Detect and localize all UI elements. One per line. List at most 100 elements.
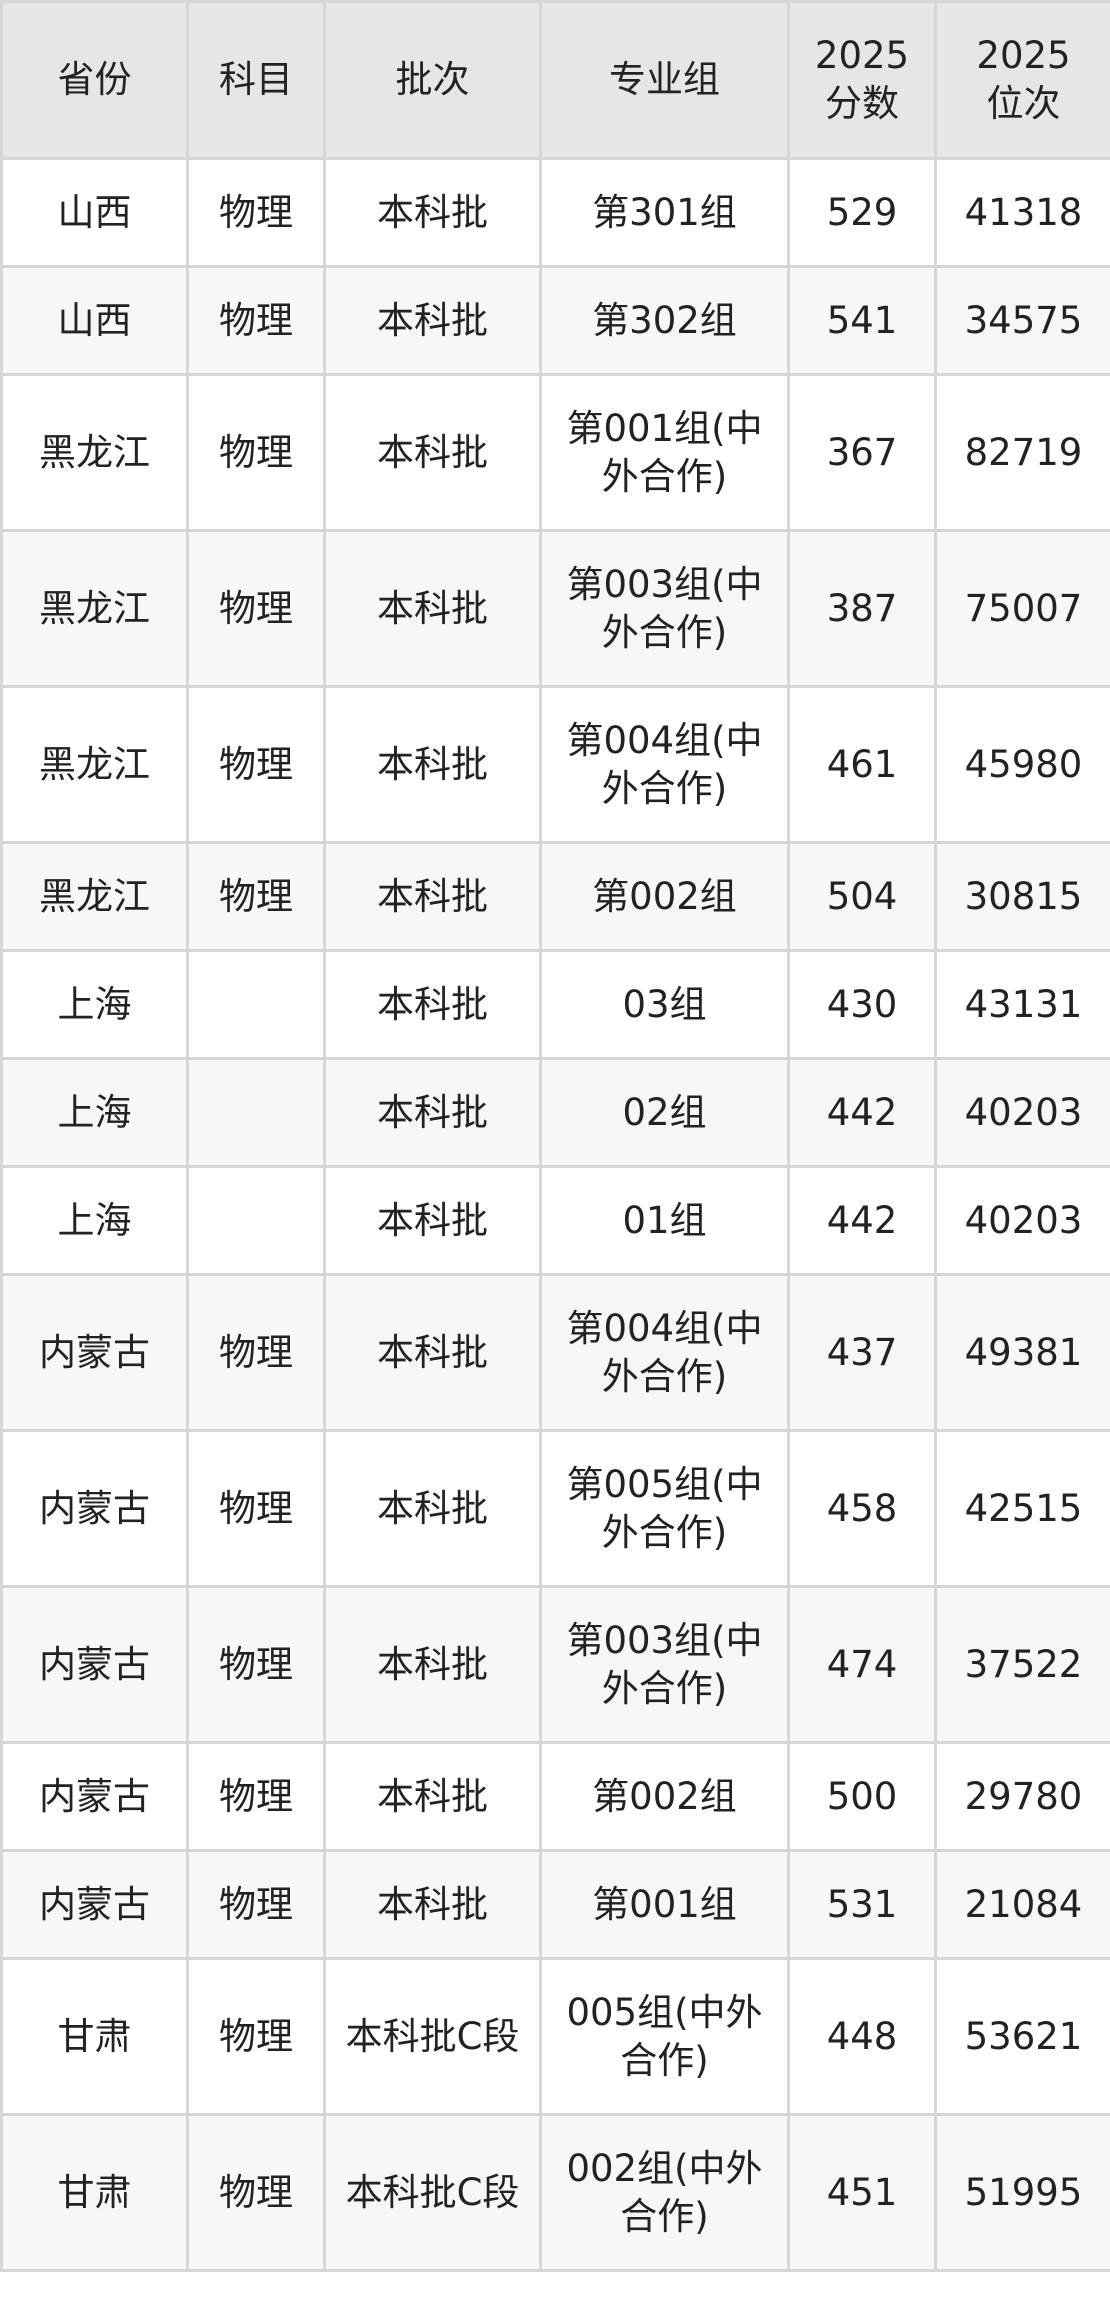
cell-major-group: 第001组(中外合作) — [539, 373, 790, 532]
cell-rank: 82719 — [934, 373, 1110, 532]
cell-subject: 物理 — [186, 1741, 326, 1852]
cell-subject: 物理 — [186, 1273, 326, 1432]
cell-major-group: 第004组(中外合作) — [539, 1273, 790, 1432]
cell-subject: 物理 — [186, 1429, 326, 1588]
cell-major-group: 第302组 — [539, 265, 790, 376]
cell-province: 内蒙古 — [0, 1429, 189, 1588]
cell-score: 474 — [787, 1585, 937, 1744]
cell-rank: 40203 — [934, 1057, 1110, 1168]
table-row: 山西 物理 本科批 第302组 541 34575 — [0, 265, 1110, 376]
cell-major-group: 第301组 — [539, 157, 790, 268]
table-row: 黑龙江 物理 本科批 第003组(中外合作) 387 75007 — [0, 529, 1110, 688]
cell-major-group: 第002组 — [539, 841, 790, 952]
cell-major-group: 第003组(中外合作) — [539, 529, 790, 688]
cell-subject — [186, 949, 326, 1060]
cell-score: 504 — [787, 841, 937, 952]
table-row: 甘肃 物理 本科批C段 005组(中外合作) 448 53621 — [0, 1957, 1110, 2116]
cell-major-group: 02组 — [539, 1057, 790, 1168]
cell-rank: 43131 — [934, 949, 1110, 1060]
cell-batch: 本科批 — [323, 157, 542, 268]
header-major-group: 专业组 — [539, 0, 790, 160]
cell-batch: 本科批C段 — [323, 1957, 542, 2116]
cell-province: 黑龙江 — [0, 373, 189, 532]
cell-score: 529 — [787, 157, 937, 268]
cell-major-group: 第001组 — [539, 1849, 790, 1960]
cell-rank: 45980 — [934, 685, 1110, 844]
cell-major-group: 03组 — [539, 949, 790, 1060]
header-province: 省份 — [0, 0, 189, 160]
cell-major-group: 002组(中外合作) — [539, 2113, 790, 2272]
cell-rank: 34575 — [934, 265, 1110, 376]
cell-score: 541 — [787, 265, 937, 376]
cell-province: 山西 — [0, 157, 189, 268]
cell-score: 531 — [787, 1849, 937, 1960]
cell-batch: 本科批 — [323, 265, 542, 376]
cell-batch: 本科批 — [323, 841, 542, 952]
cell-batch: 本科批 — [323, 949, 542, 1060]
cell-score: 500 — [787, 1741, 937, 1852]
header-rank: 2025 位次 — [934, 0, 1110, 160]
cell-rank: 40203 — [934, 1165, 1110, 1276]
cell-batch: 本科批 — [323, 1585, 542, 1744]
cell-score: 367 — [787, 373, 937, 532]
cell-subject: 物理 — [186, 685, 326, 844]
cell-province: 内蒙古 — [0, 1585, 189, 1744]
cell-subject: 物理 — [186, 157, 326, 268]
header-subject: 科目 — [186, 0, 326, 160]
cell-province: 内蒙古 — [0, 1741, 189, 1852]
cell-batch: 本科批 — [323, 1429, 542, 1588]
cell-batch: 本科批 — [323, 1165, 542, 1276]
cell-rank: 51995 — [934, 2113, 1110, 2272]
cell-province: 甘肃 — [0, 1957, 189, 2116]
header-row: 省份 科目 批次 专业组 2025 分数 2025 位次 — [0, 0, 1110, 160]
cell-major-group: 第005组(中外合作) — [539, 1429, 790, 1588]
cell-score: 387 — [787, 529, 937, 688]
cell-score: 461 — [787, 685, 937, 844]
cell-province: 上海 — [0, 1057, 189, 1168]
admission-scores-table: 省份 科目 批次 专业组 2025 分数 2025 位次 山西 物理 本科批 第301组 529 4… — [0, 0, 1110, 2272]
cell-subject: 物理 — [186, 1585, 326, 1744]
header-batch: 批次 — [323, 0, 542, 160]
cell-province: 内蒙古 — [0, 1273, 189, 1432]
table-row: 山西 物理 本科批 第301组 529 41318 — [0, 157, 1110, 268]
cell-province: 山西 — [0, 265, 189, 376]
cell-province: 黑龙江 — [0, 529, 189, 688]
cell-subject: 物理 — [186, 373, 326, 532]
cell-rank: 53621 — [934, 1957, 1110, 2116]
cell-batch: 本科批 — [323, 1057, 542, 1168]
table-row: 内蒙古 物理 本科批 第001组 531 21084 — [0, 1849, 1110, 1960]
cell-rank: 37522 — [934, 1585, 1110, 1744]
cell-province: 甘肃 — [0, 2113, 189, 2272]
cell-score: 430 — [787, 949, 937, 1060]
table-row: 内蒙古 物理 本科批 第002组 500 29780 — [0, 1741, 1110, 1852]
cell-score: 451 — [787, 2113, 937, 2272]
cell-province: 黑龙江 — [0, 685, 189, 844]
cell-subject — [186, 1057, 326, 1168]
cell-subject: 物理 — [186, 265, 326, 376]
cell-rank: 42515 — [934, 1429, 1110, 1588]
cell-province: 内蒙古 — [0, 1849, 189, 1960]
table-row: 上海 本科批 01组 442 40203 — [0, 1165, 1110, 1276]
cell-score: 442 — [787, 1165, 937, 1276]
cell-major-group: 005组(中外合作) — [539, 1957, 790, 2116]
table-row: 内蒙古 物理 本科批 第003组(中外合作) 474 37522 — [0, 1585, 1110, 1744]
cell-rank: 41318 — [934, 157, 1110, 268]
cell-rank: 30815 — [934, 841, 1110, 952]
header-score: 2025 分数 — [787, 0, 937, 160]
cell-subject: 物理 — [186, 1849, 326, 1960]
cell-rank: 29780 — [934, 1741, 1110, 1852]
cell-subject: 物理 — [186, 529, 326, 688]
cell-province: 黑龙江 — [0, 841, 189, 952]
cell-rank: 75007 — [934, 529, 1110, 688]
cell-rank: 21084 — [934, 1849, 1110, 1960]
cell-major-group: 01组 — [539, 1165, 790, 1276]
cell-score: 448 — [787, 1957, 937, 2116]
cell-batch: 本科批 — [323, 685, 542, 844]
table-row: 内蒙古 物理 本科批 第005组(中外合作) 458 42515 — [0, 1429, 1110, 1588]
cell-batch: 本科批 — [323, 1273, 542, 1432]
cell-batch: 本科批 — [323, 373, 542, 532]
cell-score: 458 — [787, 1429, 937, 1588]
table-row: 上海 本科批 03组 430 43131 — [0, 949, 1110, 1060]
cell-subject: 物理 — [186, 1957, 326, 2116]
cell-batch: 本科批C段 — [323, 2113, 542, 2272]
